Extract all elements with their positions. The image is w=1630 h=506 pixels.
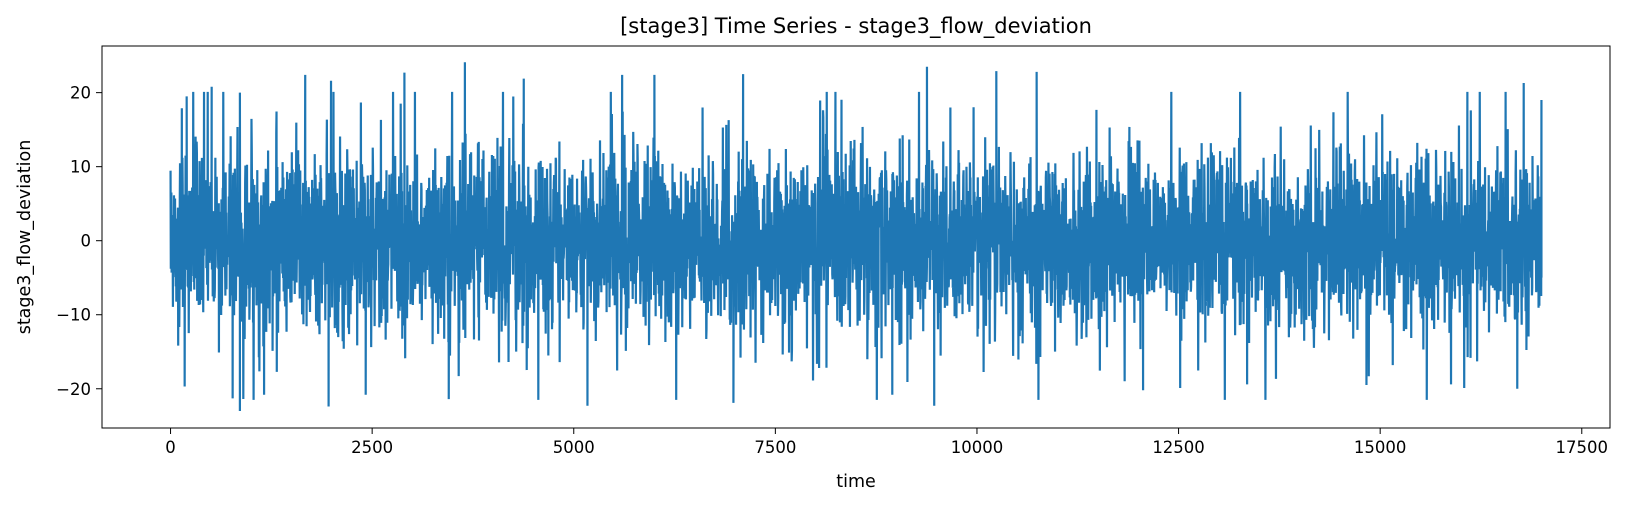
- plot-frame: [101, 45, 1611, 429]
- x-tick-label: 15000: [1354, 438, 1407, 457]
- y-tick-label: 0: [81, 232, 92, 251]
- x-tick-label: 7500: [754, 438, 796, 457]
- x-tick-label: 0: [165, 438, 176, 457]
- y-tick-label: −20: [56, 380, 91, 399]
- y-tick-label: 10: [70, 158, 91, 177]
- x-tick-label: 17500: [1556, 438, 1609, 457]
- series-line: [169, 62, 1543, 411]
- series-layer: [169, 62, 1543, 411]
- y-tick-label: 20: [70, 84, 91, 103]
- y-axis-label: stage3_flow_deviation: [15, 140, 35, 335]
- chart-title: [stage3] Time Series - stage3_flow_devia…: [620, 14, 1092, 39]
- x-axis-label: time: [836, 472, 876, 492]
- x-tick-label: 10000: [951, 438, 1004, 457]
- x-axis: 0 2500 5000 7500 10000 12500 15000 17500: [165, 428, 1608, 457]
- y-tick-label: −10: [56, 306, 91, 325]
- x-tick-label: 2500: [351, 438, 393, 457]
- x-tick-label: 12500: [1152, 438, 1205, 457]
- y-axis: −20 −10 0 10 20: [56, 84, 102, 399]
- x-tick-label: 5000: [553, 438, 595, 457]
